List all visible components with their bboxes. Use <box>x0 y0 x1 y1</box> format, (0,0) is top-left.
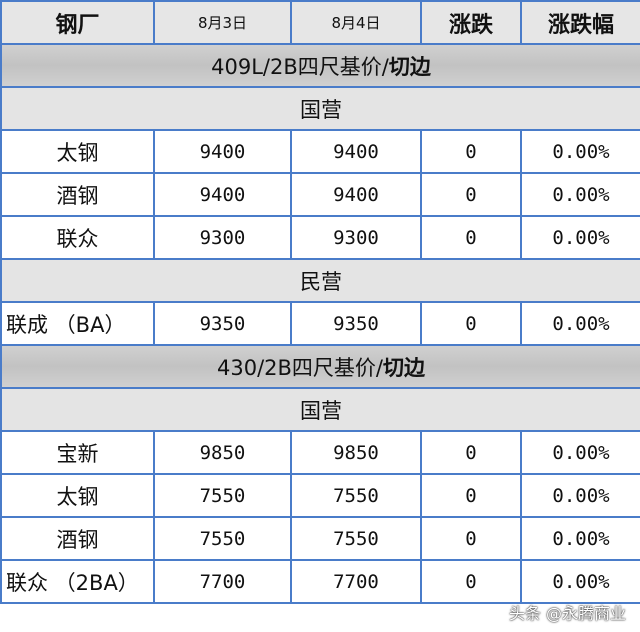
cell-pct: 0.00% <box>520 172 640 217</box>
table-row: 酒钢 7550 7550 0 0.00% <box>0 516 640 561</box>
cell-mill: 太钢 <box>0 129 155 174</box>
cell-d1: 9300 <box>153 215 292 260</box>
cell-change: 0 <box>420 301 522 346</box>
col-date1: 8月3日 <box>153 0 292 45</box>
header-row: 钢厂 8月3日 8月4日 涨跌 涨跌幅 <box>0 0 640 45</box>
col-change: 涨跌 <box>420 0 522 45</box>
cell-d2: 7550 <box>290 516 422 561</box>
cell-d1: 9350 <box>153 301 292 346</box>
table-row: 太钢 9400 9400 0 0.00% <box>0 129 640 174</box>
cell-mill: 酒钢 <box>0 172 155 217</box>
cell-pct: 0.00% <box>520 516 640 561</box>
cell-change: 0 <box>420 215 522 260</box>
table-row: 酒钢 9400 9400 0 0.00% <box>0 172 640 217</box>
cell-change: 0 <box>420 430 522 475</box>
cell-mill: 太钢 <box>0 473 155 518</box>
cell-d2: 7550 <box>290 473 422 518</box>
group-row: 国营 <box>0 86 640 131</box>
cell-pct: 0.00% <box>520 301 640 346</box>
cell-d2: 9850 <box>290 430 422 475</box>
section-row: 430/2B四尺基价/切边 <box>0 344 640 389</box>
cell-mill: 联众 （2BA） <box>0 559 155 604</box>
cell-pct: 0.00% <box>520 430 640 475</box>
cell-d2: 9400 <box>290 129 422 174</box>
section-row: 409L/2B四尺基价/切边 <box>0 43 640 88</box>
section-title: 430/2B四尺基价/切边 <box>0 344 640 389</box>
col-mill: 钢厂 <box>0 0 155 45</box>
cell-change: 0 <box>420 516 522 561</box>
group-label: 国营 <box>0 387 640 432</box>
cell-d1: 7550 <box>153 516 292 561</box>
cell-pct: 0.00% <box>520 559 640 604</box>
cell-change: 0 <box>420 172 522 217</box>
cell-mill: 联众 <box>0 215 155 260</box>
cell-d1: 7700 <box>153 559 292 604</box>
table-row: 太钢 7550 7550 0 0.00% <box>0 473 640 518</box>
group-label: 国营 <box>0 86 640 131</box>
cell-change: 0 <box>420 129 522 174</box>
cell-pct: 0.00% <box>520 215 640 260</box>
cell-change: 0 <box>420 559 522 604</box>
table-row: 联众 （2BA） 7700 7700 0 0.00% <box>0 559 640 604</box>
cell-mill: 宝新 <box>0 430 155 475</box>
group-row: 民营 <box>0 258 640 303</box>
group-row: 国营 <box>0 387 640 432</box>
cell-d2: 9300 <box>290 215 422 260</box>
cell-change: 0 <box>420 473 522 518</box>
group-label: 民营 <box>0 258 640 303</box>
table-row: 联众 9300 9300 0 0.00% <box>0 215 640 260</box>
cell-d1: 9400 <box>153 172 292 217</box>
cell-d1: 9850 <box>153 430 292 475</box>
cell-d2: 7700 <box>290 559 422 604</box>
cell-mill: 酒钢 <box>0 516 155 561</box>
table-row: 宝新 9850 9850 0 0.00% <box>0 430 640 475</box>
cell-d1: 9400 <box>153 129 292 174</box>
cell-pct: 0.00% <box>520 473 640 518</box>
cell-d2: 9350 <box>290 301 422 346</box>
cell-d1: 7550 <box>153 473 292 518</box>
watermark: 头条 @永腾商业 <box>508 604 626 623</box>
cell-mill: 联成 （BA） <box>0 301 155 346</box>
cell-pct: 0.00% <box>520 129 640 174</box>
col-date2: 8月4日 <box>290 0 422 45</box>
cell-d2: 9400 <box>290 172 422 217</box>
section-title: 409L/2B四尺基价/切边 <box>0 43 640 88</box>
table-row: 联成 （BA） 9350 9350 0 0.00% <box>0 301 640 346</box>
col-pct: 涨跌幅 <box>520 0 640 45</box>
price-table: 钢厂 8月3日 8月4日 涨跌 涨跌幅 409L/2B四尺基价/切边 国营 太钢… <box>0 0 640 604</box>
